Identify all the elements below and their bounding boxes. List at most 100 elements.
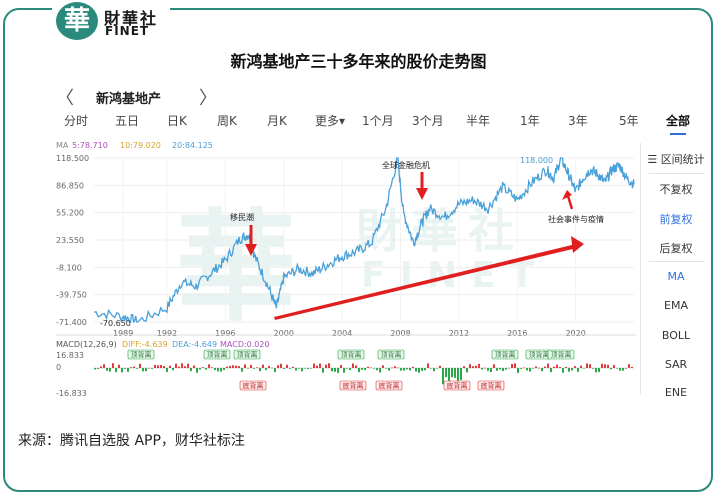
- macd-bar: [475, 365, 477, 368]
- tab-weekly-k[interactable]: 周K: [217, 114, 237, 128]
- chevron-right-icon[interactable]: 〉: [199, 88, 217, 109]
- adjust-forward[interactable]: 前复权: [659, 213, 693, 226]
- macd-bar: [463, 366, 465, 368]
- bottom-divergence-tag: [443, 380, 471, 391]
- macd-bar: [391, 367, 393, 369]
- macd-bar: [598, 368, 600, 372]
- macd-bar: [295, 368, 297, 371]
- macd-bar: [292, 366, 294, 368]
- top-divergence-tag: [491, 349, 519, 360]
- indicator-ema[interactable]: EMA: [664, 299, 688, 312]
- macd-bar: [379, 368, 381, 373]
- adjust-backward[interactable]: 后复权: [659, 242, 693, 255]
- macd-bar: [310, 368, 312, 369]
- macd-dea-legend: DEA:-4.649: [172, 340, 217, 349]
- macd-bar: [184, 366, 186, 368]
- macd-bar: [415, 368, 417, 372]
- ma20-legend: 20:84.125: [172, 141, 213, 150]
- macd-bar: [451, 368, 453, 378]
- x-tick-label: 2008: [390, 329, 410, 338]
- tab-half-year[interactable]: 半年: [466, 114, 491, 128]
- macd-bar: [316, 365, 318, 368]
- macd-bar: [517, 368, 519, 373]
- macd-bar: [313, 363, 315, 368]
- indicator-boll[interactable]: BOLL: [661, 329, 691, 342]
- tab-five-day[interactable]: 五日: [115, 114, 140, 128]
- top-divergence-label: 顶背离: [207, 350, 228, 359]
- macd-bar: [250, 365, 252, 368]
- tab-1-year[interactable]: 1年: [520, 114, 540, 128]
- top-divergence-tag: [203, 349, 231, 360]
- macd-bar: [136, 368, 138, 369]
- macd-legend-label: MACD(12,26,9): [56, 340, 117, 349]
- adjust-none[interactable]: 不复权: [659, 183, 693, 196]
- macd-bar: [199, 368, 201, 370]
- macd-bar: [409, 368, 411, 371]
- macd-bar: [97, 368, 99, 369]
- macd-bar: [466, 368, 468, 373]
- bottom-divergence-tag: [477, 380, 505, 391]
- indicator-sar[interactable]: SAR: [664, 358, 688, 371]
- macd-bar: [181, 363, 183, 368]
- macd-value-legend: MACD:0.020: [220, 340, 270, 349]
- tab-intraday[interactable]: 分时: [64, 114, 89, 128]
- tab-daily-k[interactable]: 日K: [167, 114, 187, 128]
- tab-3-month[interactable]: 3个月: [412, 114, 444, 128]
- macd-bar: [325, 364, 327, 368]
- macd-bar: [145, 368, 147, 372]
- macd-bar: [268, 365, 270, 368]
- tab-more[interactable]: 更多▾: [315, 114, 346, 128]
- macd-bar: [232, 365, 234, 368]
- macd-bar: [568, 368, 570, 372]
- tab-3-year[interactable]: 3年: [568, 114, 588, 128]
- price-series-line: [93, 157, 635, 324]
- y-tick-label: 118.500: [56, 154, 89, 163]
- macd-bar: [154, 364, 156, 368]
- x-tick-label: 1996: [215, 329, 235, 338]
- tab-all[interactable]: 全部: [666, 114, 691, 135]
- top-divergence-label: 顶背离: [529, 350, 550, 359]
- macd-bar: [553, 366, 555, 368]
- macd-bar: [460, 368, 462, 380]
- macd-bar: [544, 366, 546, 368]
- macd-bar: [400, 368, 402, 371]
- indicator-side-panel: ☰ 区间统计 不复权 前复权 后复权 MA EMA BOLL SAR ENE: [640, 143, 711, 399]
- chevron-left-icon[interactable]: 〈: [56, 88, 74, 109]
- macd-bar: [631, 366, 633, 368]
- macd-bar: [157, 365, 159, 368]
- macd-bar: [172, 368, 174, 371]
- macd-bar: [442, 368, 444, 385]
- macd-bar: [364, 368, 366, 371]
- macd-bar: [208, 364, 210, 368]
- macd-bar: [469, 364, 471, 368]
- macd-bar: [439, 365, 441, 368]
- macd-bar: [430, 368, 432, 369]
- macd-bar: [349, 368, 351, 371]
- bottom-divergence-label: 底背离: [243, 381, 264, 390]
- macd-tick-bottom: -16.833: [56, 389, 87, 398]
- bottom-divergence-tag: [239, 380, 267, 391]
- indicator-ene[interactable]: ENE: [664, 386, 688, 399]
- stock-chart[interactable]: 華 財華社 FINET MA 5:78.710 10:79.020 20:84.…: [56, 140, 636, 400]
- macd-bar: [382, 365, 384, 368]
- macd-bar: [538, 367, 540, 369]
- macd-bar: [328, 363, 330, 368]
- macd-bar: [565, 366, 567, 368]
- macd-bar: [169, 365, 171, 368]
- x-tick-label: 2016: [507, 329, 527, 338]
- macd-bar: [589, 364, 591, 368]
- macd-bar: [502, 368, 504, 372]
- tab-monthly-k[interactable]: 月K: [267, 114, 287, 128]
- x-tick-label: 1992: [157, 329, 177, 338]
- macd-bar: [259, 368, 261, 372]
- macd-bar: [406, 368, 408, 370]
- macd-bar: [577, 368, 579, 372]
- tab-1-month[interactable]: 1个月: [362, 114, 394, 128]
- y-tick-label: -71.400: [56, 318, 87, 327]
- tab-5-year[interactable]: 5年: [619, 114, 639, 128]
- y-tick-label: 55.200: [56, 209, 84, 218]
- indicator-ma[interactable]: MA: [667, 270, 685, 283]
- macd-bar: [241, 368, 243, 372]
- macd-bar: [244, 364, 246, 368]
- interval-stats-button[interactable]: ☰ 区间统计: [641, 151, 711, 167]
